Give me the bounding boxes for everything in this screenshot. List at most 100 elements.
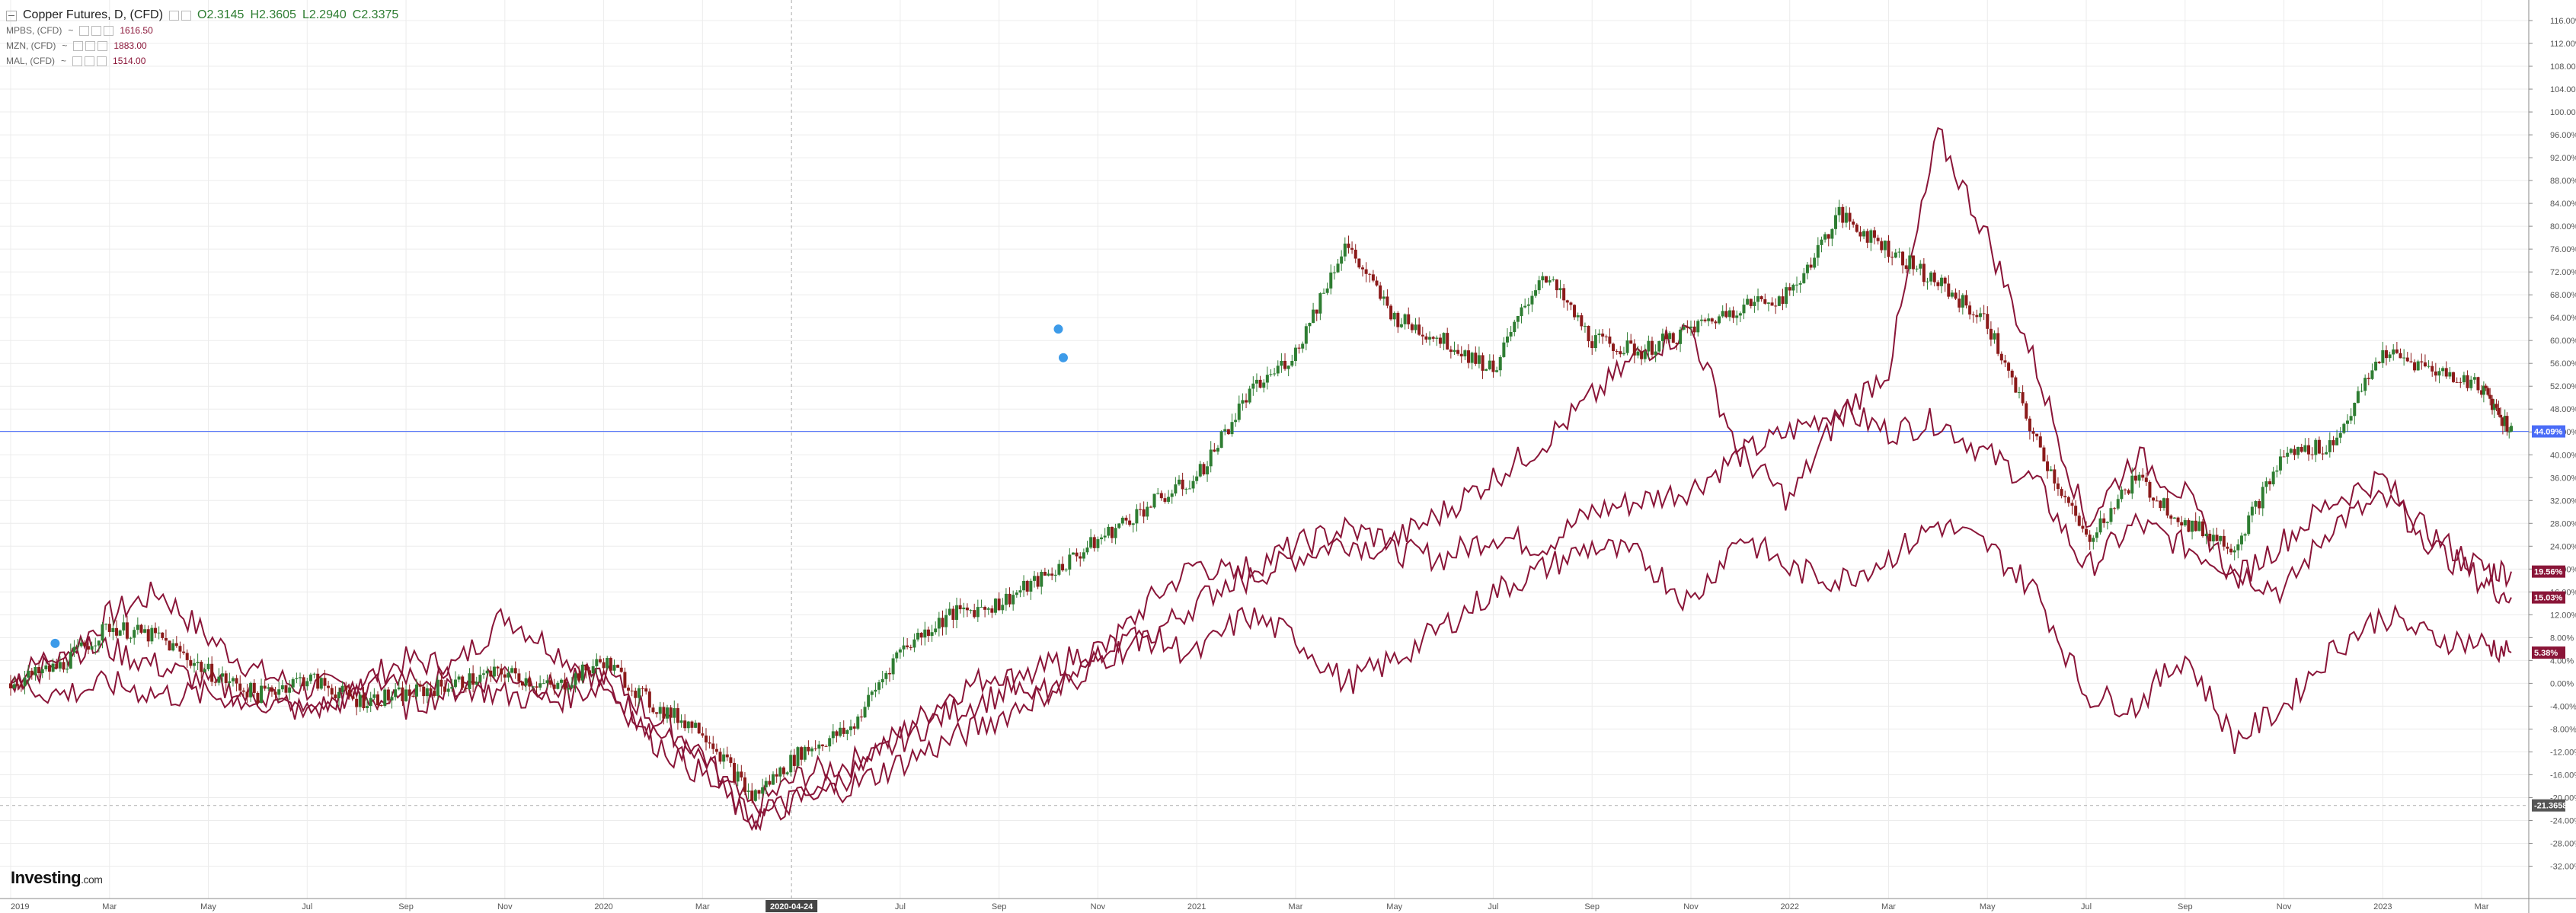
series-line-mpbs [10,398,2512,819]
legend-series-row-mpbs[interactable]: MPBS, (CFD) ~ 1616.50 [6,23,398,38]
candle-body [1385,296,1389,306]
legend-series-row-mzn[interactable]: MZN, (CFD) ~ 1883.00 [6,38,398,53]
main-series-controls[interactable] [169,10,192,21]
candle-body [1047,573,1050,576]
candle-body [355,698,359,707]
candle-body [2014,377,2018,393]
candle-body [2296,447,2300,455]
visibility-icon[interactable] [169,10,180,21]
collapse-legend-button[interactable] [6,11,17,21]
candle-body [1823,234,1827,240]
candle-body [563,679,567,690]
candle-body [2448,372,2452,377]
candle-body [1276,366,1280,374]
candle-body [686,721,690,729]
candle-body [1428,337,1432,340]
candle-body [2427,366,2431,367]
candle-body [1360,267,1364,270]
candle-body [800,747,804,760]
candle-body [2056,483,2060,490]
candle-body [1657,340,1661,352]
series-controls[interactable] [73,40,108,51]
candle-body [2141,474,2145,478]
x-tick-label: 2023 [2373,902,2392,911]
candle-body [690,721,694,728]
candle-body [1929,272,1933,282]
candle-body [820,744,824,746]
candle-body [831,731,835,739]
series-controls[interactable] [79,25,114,36]
candle-body [2293,449,2296,455]
candle-body [1802,273,1806,283]
candle-body [2472,377,2476,380]
candle-body [1018,590,1022,593]
candle-body [457,676,461,680]
candle-body [2423,362,2427,367]
candle-body [1654,351,1657,355]
candle-body [2049,469,2053,471]
candle-body [965,607,969,611]
candle-body [1424,336,1428,340]
candle-body [807,746,810,752]
candle-body [79,642,83,646]
candle-body [1534,290,1538,296]
candle-body [397,687,401,690]
candle-body [2307,445,2311,455]
candle-body [1431,337,1435,339]
candle-body [157,632,161,634]
candle-body [510,668,514,673]
legend-main-row[interactable]: Copper Futures, D, (CFD) O2.3145 H2.3605… [6,8,398,23]
candle-body [1526,304,1530,306]
candle-body [1449,349,1453,353]
candle-body [221,673,225,677]
candle-body [545,680,549,684]
candle-body [362,694,366,709]
candle-body [150,627,154,642]
candle-body [2488,394,2492,399]
candle-body [584,664,588,671]
candle-body [2180,522,2184,526]
candle-body [376,694,379,705]
candle-body [1325,288,1329,293]
candle-body [2444,368,2448,377]
candle-body [1152,493,1156,508]
x-tick-label: Sep [1584,902,1600,911]
candle-body [2486,388,2490,395]
candle-body [2325,452,2328,455]
candle-body [2053,469,2057,484]
candle-body [655,712,659,714]
candle-body [2042,447,2046,461]
candle-body [524,678,528,686]
candle-body [1198,464,1202,477]
candle-body [666,707,670,719]
y-tick-label: 52.00% [2550,382,2576,391]
candle-body [764,781,768,787]
candle-body [718,752,722,762]
candle-body [1181,479,1184,490]
candle-body [196,662,200,663]
candle-body [1085,547,1089,553]
candle-body [1830,228,1834,239]
candle-body [2275,470,2279,472]
candle-body [634,691,638,698]
candle-body [2133,475,2137,481]
series-controls[interactable] [72,56,107,66]
legend-series-row-mal[interactable]: MAL, (CFD) ~ 1514.00 [6,53,398,69]
settings-icon[interactable] [181,10,192,21]
candle-body [1421,334,1424,337]
candle-body [1781,296,1785,305]
candle-body [944,615,948,627]
y-tick-label: 100.00% [2550,108,2576,117]
candle-body [1798,283,1802,285]
x-tick-label: 2021 [1187,902,1206,911]
value-badge-label: 19.56% [2534,568,2563,577]
candle-body [453,679,457,688]
candle-body [588,670,592,674]
candle-body [2455,381,2459,383]
candle-body [305,681,309,687]
candle-body [951,608,955,620]
candle-body [231,678,235,682]
candle-body [2092,538,2095,542]
candle-body [2264,481,2268,487]
